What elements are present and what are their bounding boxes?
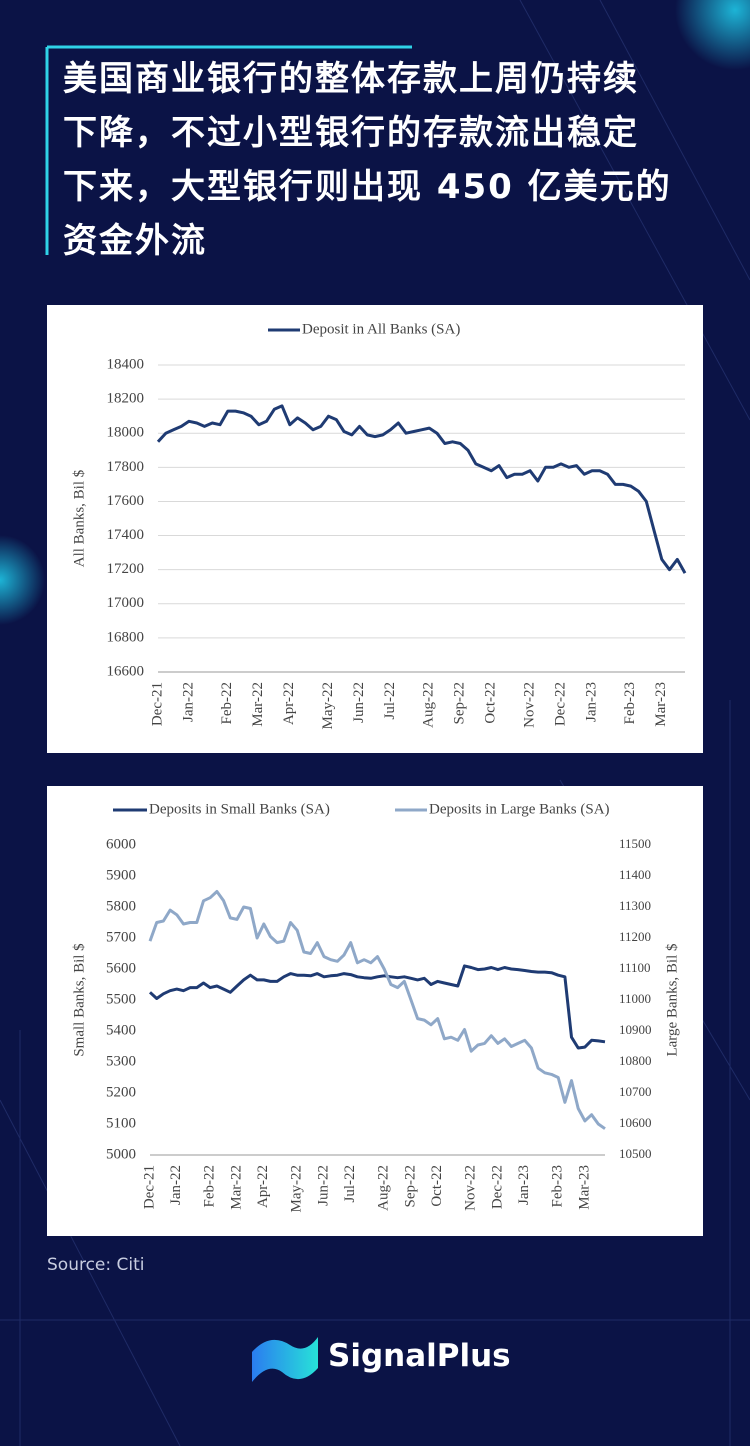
y2-tick-label: 11300 <box>619 898 651 913</box>
x-tick-label: Aug-22 <box>421 682 437 728</box>
y2-tick-label: 10600 <box>619 1115 652 1130</box>
y-tick-label: 5400 <box>106 1022 136 1038</box>
y2-tick-label: 11200 <box>619 929 651 944</box>
y-tick-label: 5200 <box>106 1084 136 1100</box>
glow <box>0 535 45 625</box>
y-tick-label: 17000 <box>107 595 145 611</box>
y-tick-label: 18200 <box>107 391 145 407</box>
x-tick-label: Jan-23 <box>583 682 599 722</box>
y2-tick-label: 10500 <box>619 1146 652 1161</box>
x-tick-label: Mar-23 <box>653 682 669 727</box>
series-line <box>148 964 606 1050</box>
series-line <box>148 890 606 1130</box>
chart-panel <box>47 305 703 753</box>
y-tick-label: 5100 <box>106 1115 136 1131</box>
x-tick-label: Mar-22 <box>228 1165 244 1210</box>
x-tick-label: Aug-22 <box>376 1165 392 1211</box>
y2-tick-label: 10900 <box>619 1022 652 1037</box>
x-tick-label: Jul-22 <box>382 682 398 720</box>
legend-label: Deposits in Small Banks (SA) <box>149 801 330 817</box>
x-tick-label: Apr-22 <box>255 1165 271 1208</box>
y2-axis-label: Large Banks, Bil $ <box>664 943 680 1057</box>
y-tick-label: 5800 <box>106 898 136 914</box>
x-tick-label: Sep-22 <box>452 682 468 725</box>
source: Source: Citi <box>47 1255 145 1275</box>
legend-label: Deposits in Large Banks (SA) <box>429 801 610 817</box>
y-tick-label: 6000 <box>106 836 136 852</box>
y2-tick-label: 11000 <box>619 991 651 1006</box>
x-tick-label: Feb-22 <box>219 682 235 725</box>
y-tick-label: 5900 <box>106 867 136 883</box>
y2-tick-label: 11100 <box>619 960 651 975</box>
x-tick-label: Jul-22 <box>342 1165 358 1203</box>
x-tick-label: Nov-22 <box>521 682 537 728</box>
y2-tick-label: 10700 <box>619 1084 652 1099</box>
y-tick-label: 5300 <box>106 1053 136 1069</box>
x-tick-label: Jan-22 <box>180 682 196 722</box>
x-tick-label: Apr-22 <box>281 682 297 725</box>
legend-label: Deposit in All Banks (SA) <box>302 321 460 337</box>
x-tick-label: Jan-23 <box>516 1165 532 1205</box>
y2-tick-label: 11400 <box>619 867 651 882</box>
y-tick-label: 5600 <box>106 960 136 976</box>
y-tick-label: 5700 <box>106 929 136 945</box>
y-tick-label: 18000 <box>107 425 145 441</box>
x-tick-label: Dec-21 <box>149 682 165 726</box>
title: 美国商业银行的整体存款上周仍持续下降，不过小型银行的存款流出稳定下来，大型银行则… <box>63 59 672 261</box>
x-tick-label: Dec-21 <box>141 1165 157 1209</box>
y-axis-label: Small Banks, Bil $ <box>71 943 87 1057</box>
x-tick-label: May-22 <box>289 1165 305 1213</box>
series-line <box>156 404 687 574</box>
y-tick-label: 5500 <box>106 991 136 1007</box>
glow <box>675 0 750 70</box>
y-tick-label: 17800 <box>107 459 145 475</box>
y2-tick-label: 10800 <box>619 1053 652 1068</box>
brand: SignalPlus <box>328 1338 511 1374</box>
y2-tick-label: 11500 <box>619 836 651 851</box>
x-tick-label: Jun-22 <box>315 1165 331 1206</box>
x-tick-label: Dec-22 <box>489 1165 505 1209</box>
y-tick-label: 18400 <box>107 356 145 372</box>
x-tick-label: Feb-23 <box>550 1165 566 1208</box>
x-tick-label: Oct-22 <box>429 1165 445 1207</box>
x-tick-label: Sep-22 <box>402 1165 418 1208</box>
x-tick-label: Nov-22 <box>463 1165 479 1211</box>
x-tick-label: Oct-22 <box>483 682 499 724</box>
y-tick-label: 17200 <box>107 561 145 577</box>
x-tick-label: Jan-22 <box>168 1165 184 1205</box>
y-tick-label: 17600 <box>107 493 145 509</box>
x-tick-label: Mar-22 <box>250 682 266 727</box>
y-tick-label: 16800 <box>107 629 145 645</box>
x-tick-label: Jun-22 <box>351 682 367 723</box>
y-tick-label: 5000 <box>106 1146 136 1162</box>
logo-icon <box>252 1337 318 1382</box>
y-tick-label: 16600 <box>107 663 145 679</box>
x-tick-label: Dec-22 <box>552 682 568 726</box>
x-tick-label: May-22 <box>320 682 336 730</box>
y-axis-label: All Banks, Bil $ <box>71 469 87 567</box>
x-tick-label: Feb-23 <box>622 682 638 725</box>
x-tick-label: Feb-22 <box>202 1165 218 1208</box>
x-tick-label: Mar-23 <box>576 1165 592 1210</box>
y-tick-label: 17400 <box>107 527 145 543</box>
chart-panel <box>47 786 703 1236</box>
